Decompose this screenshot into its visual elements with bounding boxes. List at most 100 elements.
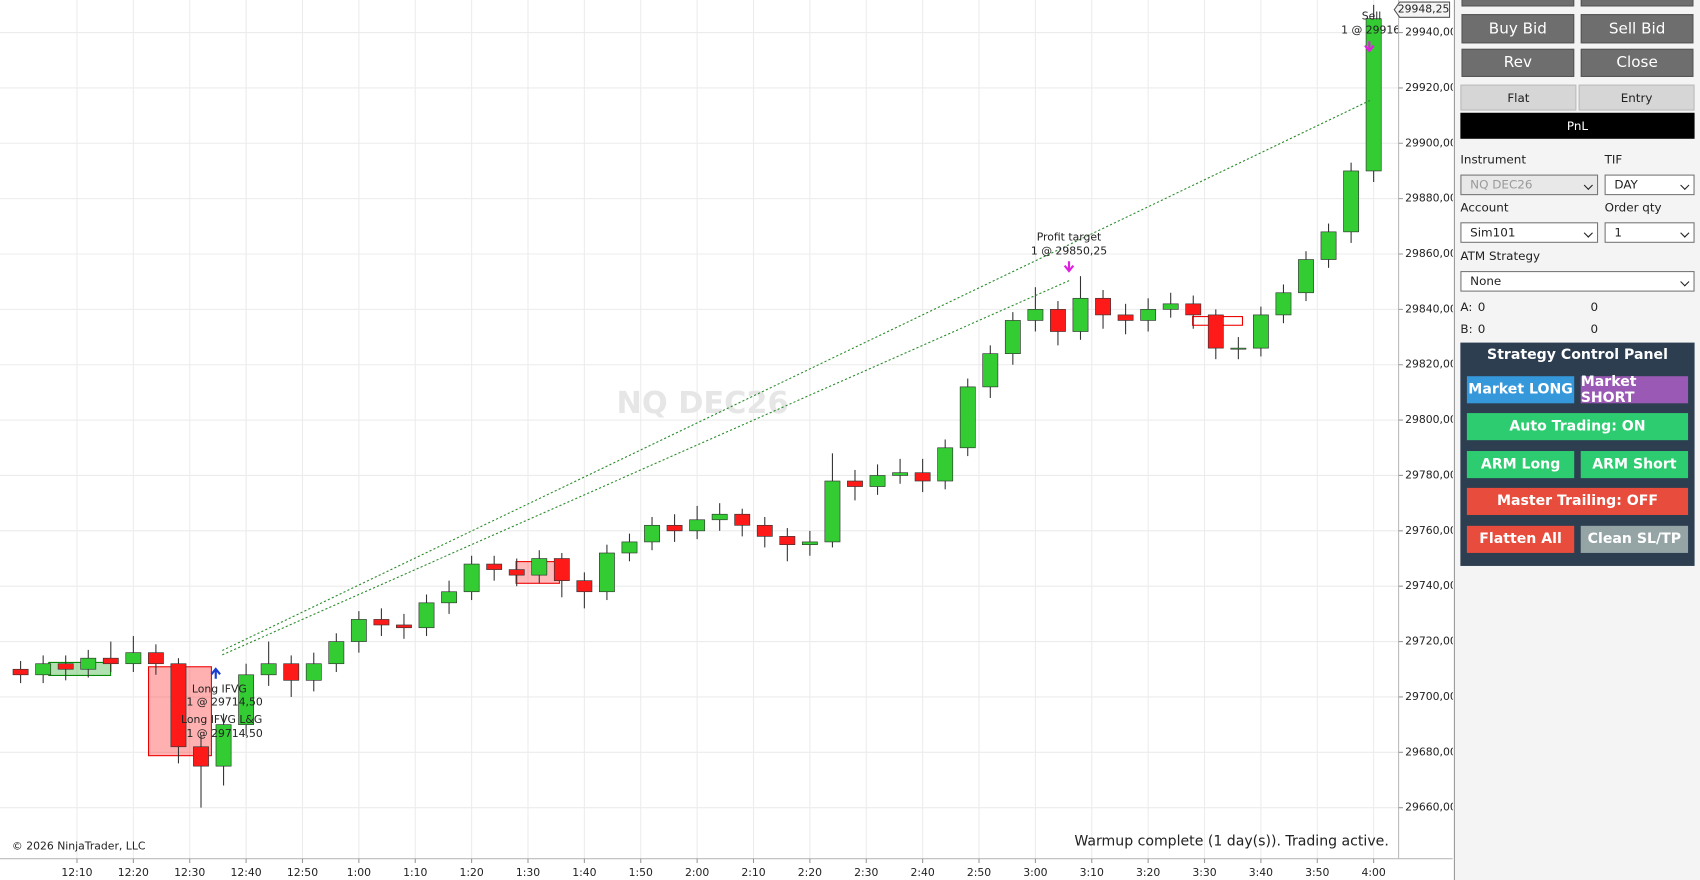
entry-tab[interactable]: Entry: [1578, 84, 1695, 111]
x-tick-label: 1:00: [347, 866, 371, 879]
button[interactable]: [1461, 0, 1575, 7]
qty-input[interactable]: 1: [1604, 222, 1695, 243]
strategy-panel: Strategy Control Panel Market LONG Market…: [1460, 342, 1695, 566]
label: Instrument: [1460, 152, 1527, 167]
candle-body: [937, 447, 954, 482]
annotation: 1 @ 29916,7: [1341, 23, 1410, 36]
row-label: A:: [1460, 300, 1473, 315]
x-tick-label: 3:30: [1192, 866, 1216, 879]
candle-body: [147, 652, 164, 665]
x-tick-label: 1:20: [459, 866, 483, 879]
candle-body: [35, 663, 52, 676]
reverse-button[interactable]: Rev: [1461, 48, 1575, 77]
y-tick-label: 29900,00: [1405, 136, 1453, 149]
x-tick-label: 4:00: [1361, 866, 1385, 879]
strategy-button[interactable]: Clean SL/TP: [1580, 525, 1689, 553]
atm-select[interactable]: None: [1460, 271, 1695, 292]
candle-body: [57, 663, 74, 670]
last-price-marker: [1393, 1, 1451, 18]
candle-body: [1027, 309, 1044, 321]
x-tick-label: 12:20: [118, 866, 149, 879]
candle-body: [1365, 18, 1382, 172]
candle-body: [328, 641, 345, 665]
row-value: 0: [1477, 322, 1486, 337]
y-tick-label: 29820,00: [1405, 358, 1453, 371]
candle-body: [486, 563, 503, 570]
candle-body: [1230, 347, 1247, 350]
x-tick-label: 2:10: [741, 866, 765, 879]
x-tick-label: 2:20: [798, 866, 822, 879]
last-price-label: 29948,25: [1398, 3, 1450, 16]
candle-body: [102, 657, 119, 665]
y-tick-label: 29840,00: [1405, 302, 1453, 315]
strategy-button[interactable]: ARM Short: [1580, 451, 1689, 479]
annotation: 1 @ 29850,25: [1031, 245, 1107, 258]
candle-body: [170, 663, 187, 748]
copyright: © 2026 NinjaTrader, LLC: [12, 840, 146, 853]
candle-body: [350, 619, 367, 642]
instrument-select[interactable]: NQ DEC26: [1460, 174, 1599, 196]
row-value: 0: [1477, 300, 1486, 315]
y-tick-label: 29700,00: [1405, 690, 1453, 703]
candle-body: [1252, 314, 1269, 349]
candle-body: [553, 558, 570, 581]
annotation: Profit target: [1037, 230, 1102, 243]
strategy-title: Strategy Control Panel: [1487, 346, 1668, 364]
candle-body: [1140, 309, 1157, 321]
y-tick-label: 29880,00: [1405, 192, 1453, 205]
exit-arrow: [1063, 261, 1075, 273]
buy-bid-button[interactable]: Buy Bid: [1461, 14, 1575, 44]
candle-body: [734, 513, 751, 526]
candle-body: [1095, 297, 1111, 316]
row-label: B:: [1460, 322, 1473, 337]
exit-arrow: [1364, 41, 1375, 53]
strategy-button[interactable]: ARM Long: [1466, 451, 1575, 479]
candle-body: [305, 663, 322, 681]
x-tick-label: 3:20: [1136, 866, 1160, 879]
y-tick-label: 29660,00: [1405, 801, 1453, 814]
candle-body: [644, 524, 660, 543]
annotation: Sell: [1362, 9, 1382, 22]
strategy-button[interactable]: Market LONG: [1466, 376, 1575, 404]
account-select[interactable]: Sim101: [1460, 222, 1599, 243]
candle-body: [621, 541, 638, 554]
x-tick-label: 12:40: [230, 866, 261, 879]
candle-body: [238, 674, 255, 725]
annotation: 1 @ 29714,50: [186, 696, 262, 709]
pnl-bar: PnL: [1460, 112, 1695, 139]
flat-tab[interactable]: Flat: [1460, 84, 1577, 111]
button[interactable]: [1580, 0, 1694, 7]
candle-body: [125, 652, 142, 665]
candle-body: [576, 580, 593, 593]
x-tick-label: 3:00: [1023, 866, 1047, 879]
candle-body: [508, 569, 525, 576]
x-tick-label: 1:30: [516, 866, 540, 879]
x-tick-label: 2:40: [910, 866, 934, 879]
strategy-button[interactable]: Flatten All: [1466, 525, 1575, 553]
x-tick-label: 1:10: [403, 866, 427, 879]
candle-body: [12, 668, 29, 676]
candle-body: [283, 663, 300, 681]
x-tick-label: 2:30: [854, 866, 878, 879]
candle-body: [396, 624, 412, 629]
candle-body: [666, 524, 683, 532]
tif-select[interactable]: DAY: [1604, 174, 1695, 196]
strategy-button[interactable]: Market SHORT: [1580, 374, 1689, 406]
candle-body: [193, 746, 209, 767]
candle-body: [463, 563, 480, 593]
candle-body: [1004, 320, 1021, 354]
annotation: 1 @ 29714,50: [186, 727, 262, 740]
grid: [0, 0, 1399, 859]
sell-bid-button[interactable]: Sell Bid: [1580, 14, 1694, 44]
candles: [12, 4, 1382, 808]
y-tick-label: 29860,00: [1405, 247, 1453, 260]
strategy-button[interactable]: Master Trailing: OFF: [1466, 487, 1689, 515]
watermark: NQ DEC26: [616, 386, 788, 421]
candle-body: [1185, 303, 1202, 316]
x-tick-label: 12:30: [174, 866, 205, 879]
close-button[interactable]: Close: [1580, 48, 1694, 77]
strategy-button[interactable]: Auto Trading: ON: [1466, 413, 1689, 441]
candle-body: [373, 619, 390, 626]
